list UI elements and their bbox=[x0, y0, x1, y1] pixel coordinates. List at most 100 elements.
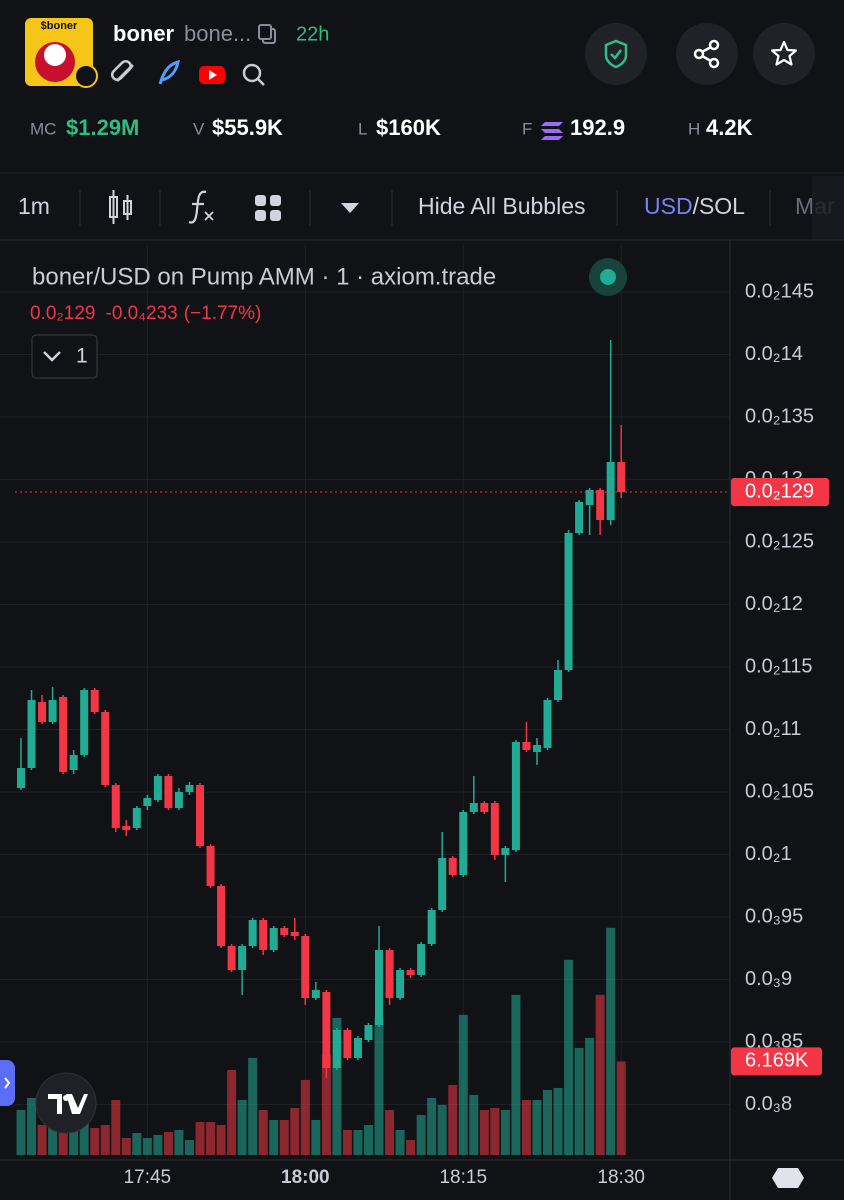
candle-body bbox=[375, 950, 384, 1025]
candle-body bbox=[280, 928, 289, 935]
candle-body bbox=[174, 792, 183, 808]
candle-body bbox=[238, 946, 247, 970]
volume-bar bbox=[342, 1129, 352, 1155]
volume-bar bbox=[553, 1087, 563, 1155]
candle-body bbox=[532, 745, 541, 752]
candle-body bbox=[459, 812, 468, 875]
indicator-toggle[interactable]: 1 bbox=[31, 334, 98, 379]
button-bg bbox=[753, 23, 815, 85]
candle-body bbox=[69, 755, 78, 770]
copy-icon[interactable] bbox=[258, 24, 276, 44]
candle-body bbox=[364, 1025, 373, 1040]
tab-bg bbox=[0, 1060, 15, 1106]
y-tick-label: 0.0₃9 bbox=[745, 968, 792, 990]
candle-body bbox=[185, 785, 194, 792]
volume-bar bbox=[132, 1132, 142, 1155]
shield-button[interactable] bbox=[585, 23, 647, 85]
star-button[interactable] bbox=[753, 23, 815, 85]
candle-body bbox=[248, 920, 257, 946]
volume-bar bbox=[290, 1107, 300, 1155]
candle-body bbox=[206, 846, 215, 886]
volume-bar bbox=[574, 1047, 584, 1155]
y-tick-label: 0.0₂12 bbox=[745, 593, 803, 615]
y-tick-label: 0.0₂11 bbox=[745, 718, 801, 740]
candle-body bbox=[90, 690, 99, 712]
y-tick-label: 0.0₂135 bbox=[745, 405, 814, 427]
copy-front bbox=[258, 24, 272, 40]
volume-bar bbox=[174, 1129, 184, 1155]
settings-hex[interactable] bbox=[772, 1168, 804, 1188]
candle-body bbox=[522, 742, 531, 750]
side-tab[interactable] bbox=[0, 1060, 15, 1106]
last-price-box bbox=[731, 478, 829, 506]
link-icon[interactable] bbox=[110, 59, 134, 82]
tradingview-logo[interactable] bbox=[35, 1072, 97, 1134]
chart-title: boner/USD on Pump AMM · 1 · axiom.trade bbox=[32, 263, 496, 290]
last-price-label: 0.0₂129 bbox=[745, 480, 814, 502]
tile bbox=[270, 195, 281, 206]
volume-bar bbox=[532, 1099, 542, 1155]
x-tick-label: 18:15 bbox=[439, 1167, 487, 1188]
indicators-button[interactable] bbox=[188, 190, 214, 224]
currency-active: USD bbox=[644, 193, 693, 219]
volume-bar bbox=[511, 994, 521, 1155]
volume-bar bbox=[311, 1119, 321, 1155]
feather-icon[interactable] bbox=[158, 59, 180, 85]
volume-bar bbox=[111, 1099, 121, 1155]
readout-change: -0.0₄233 bbox=[106, 303, 178, 324]
candle-body bbox=[17, 768, 25, 788]
volume-bar bbox=[27, 1097, 37, 1155]
fx-x bbox=[204, 211, 214, 221]
youtube-icon[interactable] bbox=[199, 66, 225, 84]
candle-body bbox=[132, 808, 141, 828]
share-button[interactable] bbox=[676, 23, 738, 85]
y-tick-label: 0.0₂105 bbox=[745, 780, 814, 802]
edges bbox=[701, 45, 712, 63]
x-tick-label: 18:30 bbox=[597, 1167, 645, 1188]
candle-body bbox=[122, 826, 131, 830]
candle-body bbox=[469, 803, 478, 812]
search-icon[interactable] bbox=[242, 63, 265, 86]
stat-label: H bbox=[688, 119, 700, 138]
candle-type-button[interactable] bbox=[109, 190, 132, 224]
candle-body bbox=[396, 970, 405, 998]
candle-body bbox=[38, 702, 47, 722]
stat-label: V bbox=[193, 119, 205, 138]
bubbles-button[interactable]: Hide All Bubbles bbox=[418, 193, 586, 219]
ohlc-readout: 0.0₂129 -0.0₄233 (−1.77%) bbox=[30, 303, 261, 324]
logo-bg bbox=[35, 1072, 97, 1134]
avatar-text: $boner bbox=[41, 20, 78, 32]
sol-bars bbox=[541, 122, 563, 140]
token-name: boner bbox=[113, 21, 175, 46]
candle-body bbox=[596, 490, 605, 520]
volume-bar bbox=[184, 1139, 194, 1155]
layout-button[interactable] bbox=[255, 195, 281, 221]
volume-bar bbox=[616, 1061, 626, 1155]
tile bbox=[255, 210, 266, 221]
stat-value: 4.2K bbox=[706, 115, 753, 140]
toggle-count: 1 bbox=[76, 345, 88, 368]
volume-bar bbox=[374, 1017, 384, 1155]
scroll-fade bbox=[812, 176, 844, 240]
volume-bar bbox=[163, 1131, 173, 1155]
candle-body bbox=[322, 992, 331, 1068]
interval-button[interactable]: 1m bbox=[18, 193, 50, 219]
tile bbox=[255, 195, 266, 206]
candle-body bbox=[427, 910, 436, 944]
volume-bar bbox=[58, 1117, 68, 1155]
candle-body bbox=[343, 1030, 352, 1058]
candle-body bbox=[164, 776, 173, 808]
avatar[interactable]: $boner bbox=[25, 18, 98, 88]
node bbox=[708, 39, 720, 51]
dropdown-button[interactable] bbox=[341, 203, 359, 213]
candle-body bbox=[101, 712, 110, 785]
candle-body bbox=[290, 932, 299, 936]
node bbox=[708, 57, 720, 69]
volume-bar bbox=[258, 1109, 268, 1155]
currency-toggle[interactable]: USD/SOL bbox=[644, 193, 745, 219]
candle-body bbox=[27, 700, 36, 768]
candle-body bbox=[196, 785, 205, 846]
volume-bar bbox=[363, 1124, 373, 1155]
volume-bar bbox=[416, 1114, 426, 1155]
